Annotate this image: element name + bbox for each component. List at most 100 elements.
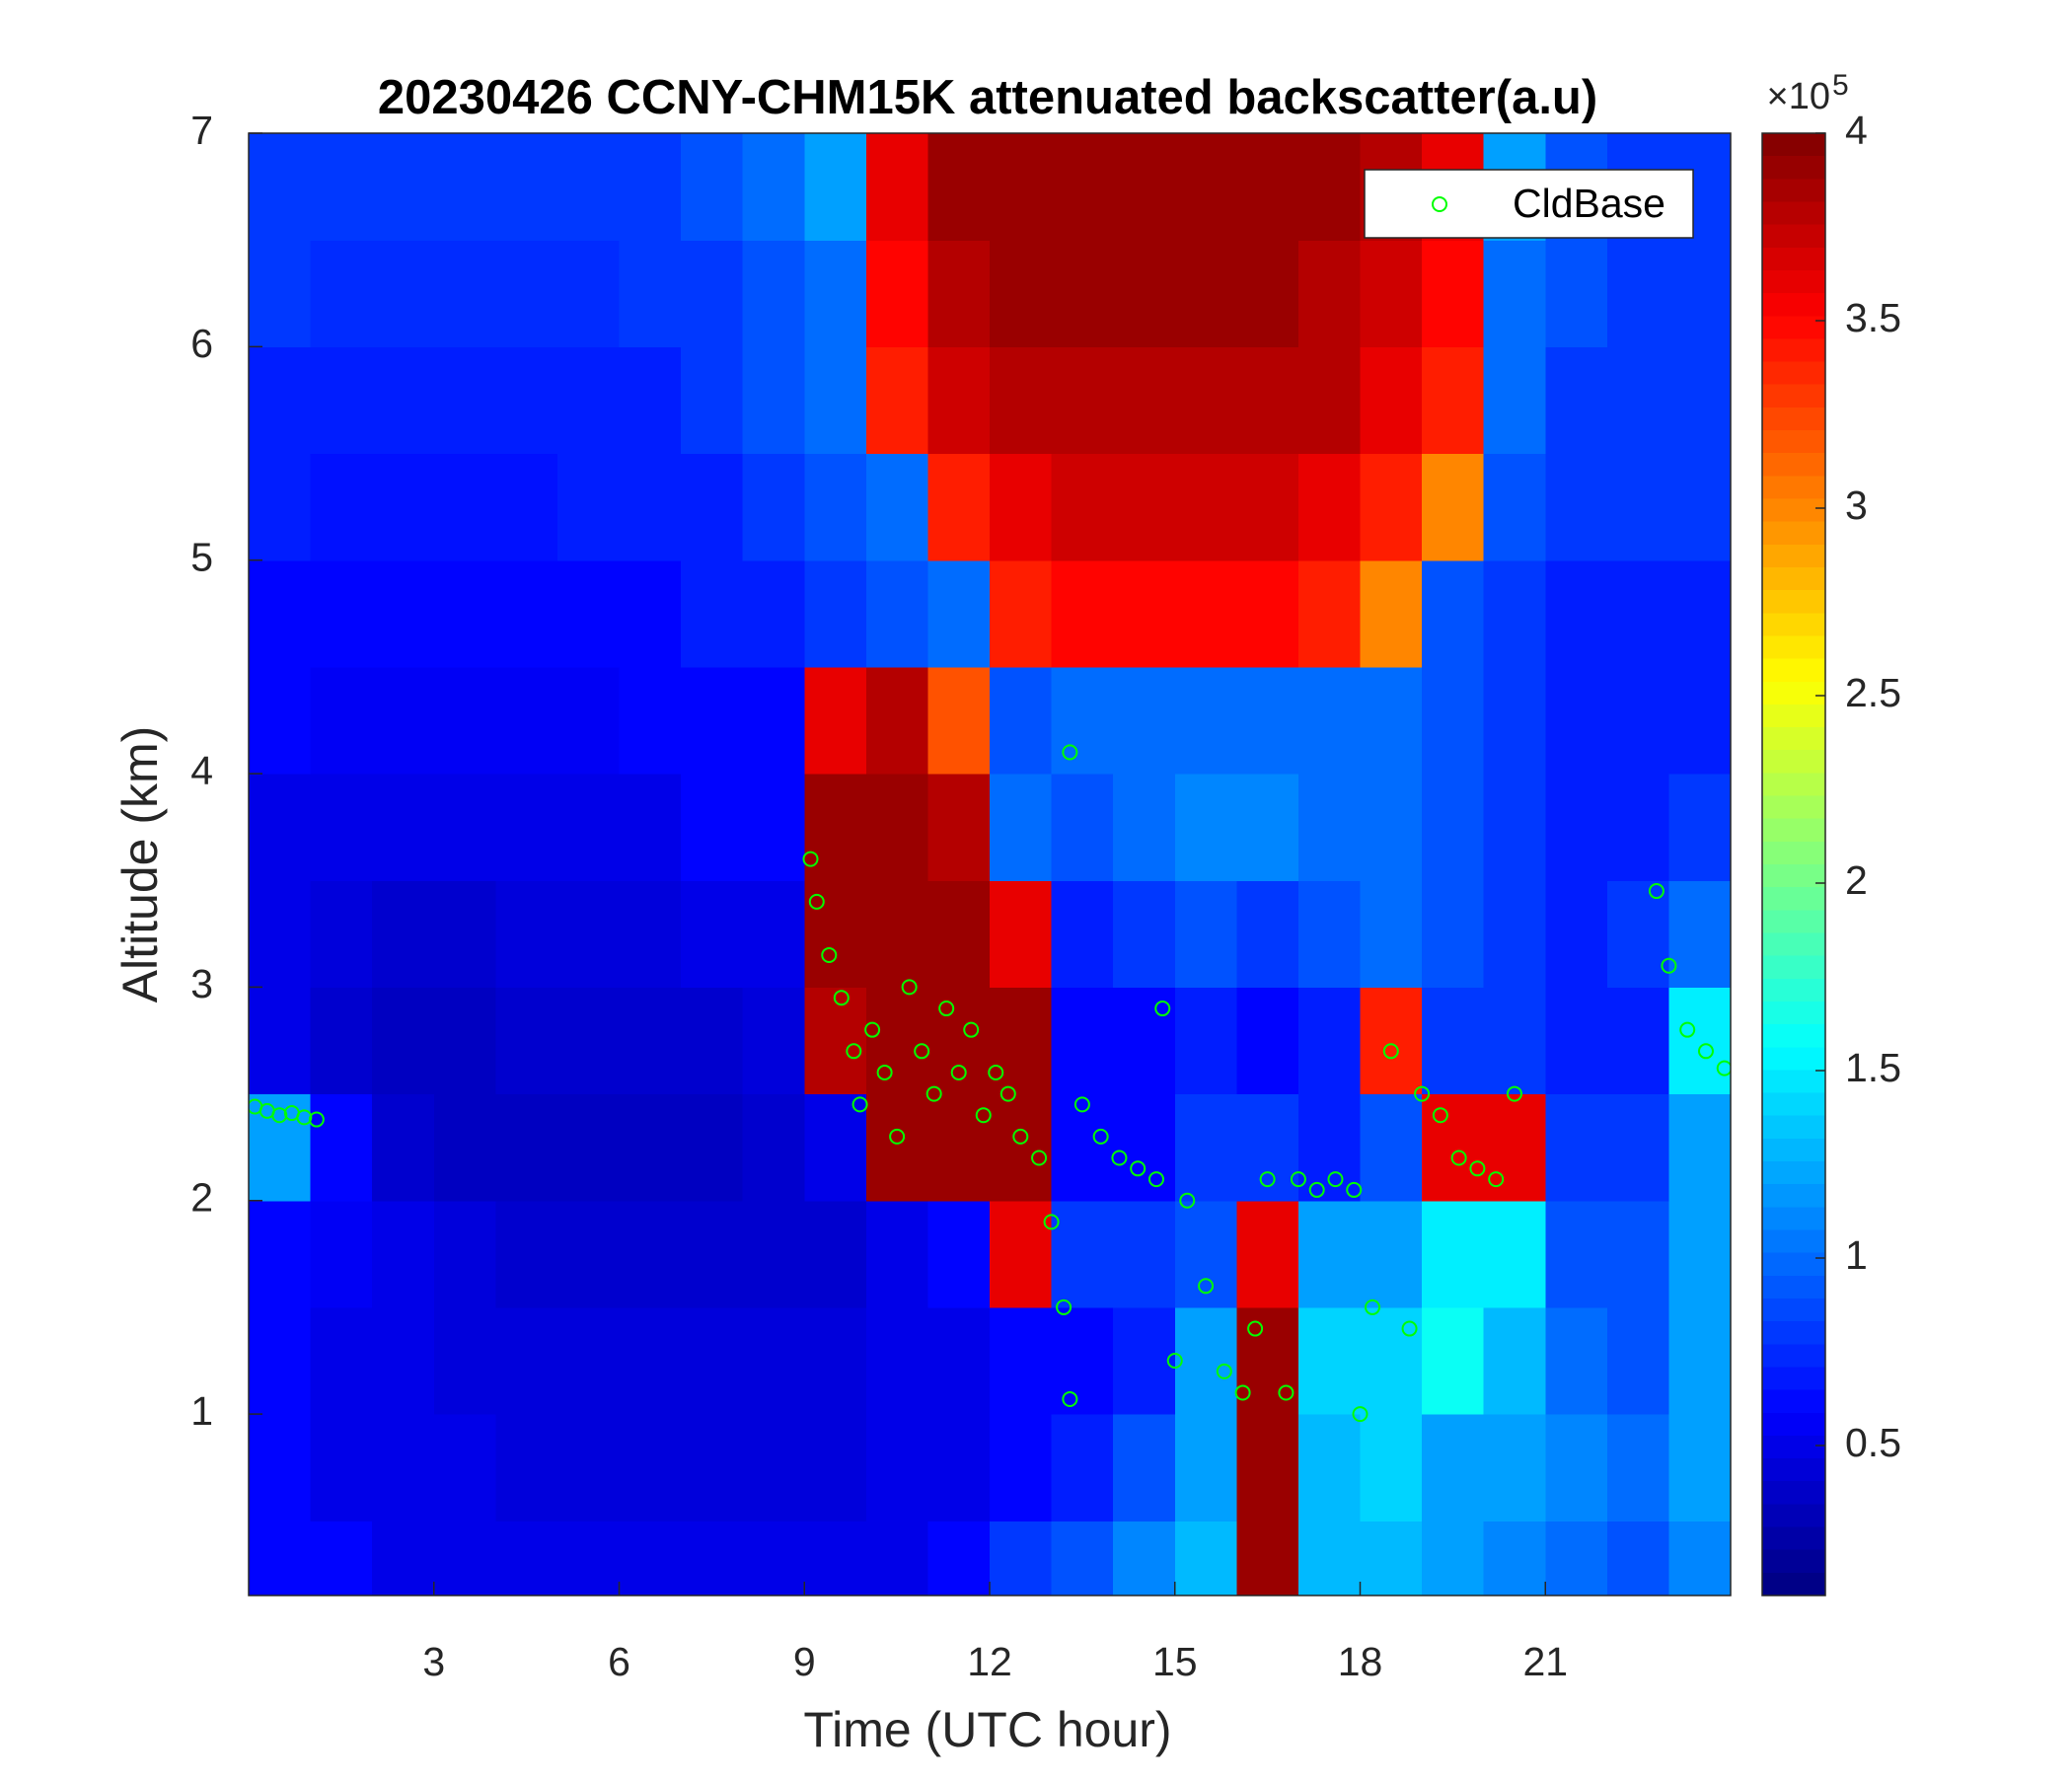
heatmap-cell [433,240,496,347]
legend-label: CldBase [1513,181,1665,226]
heatmap-cell [372,240,435,347]
heatmap-cell [1174,774,1237,881]
heatmap-cell [1483,774,1546,881]
heatmap-cell [927,1414,991,1521]
heatmap-cell [1113,1093,1176,1202]
heatmap-cell [433,133,496,241]
heatmap-cell [495,453,558,561]
cloud-base-point [1259,1171,1276,1188]
cloud-base-point [1234,1384,1251,1401]
colorbar-tick-label: 4 [1845,108,1868,153]
heatmap-cell [681,133,744,241]
heatmap-cell [1606,559,1670,668]
cloud-base-point [1147,1171,1164,1188]
heatmap-cell [372,666,435,775]
heatmap-cell [742,133,805,241]
heatmap-cell [1483,240,1546,347]
heatmap-cell [1297,1521,1362,1595]
heatmap-cell [1422,346,1485,455]
heatmap-cell [495,880,558,989]
heatmap-cell [372,346,435,455]
cloud-base-point [1661,957,1677,974]
heatmap-cell [556,1200,621,1308]
heatmap-cell [1297,774,1362,881]
heatmap-cell [804,346,867,455]
heatmap-cell [1606,346,1670,455]
y-tick-label: 2 [190,1175,213,1221]
heatmap-cell [310,1093,373,1202]
heatmap-cell [310,1200,373,1308]
heatmap-cell [681,987,744,1095]
heatmap-cell [310,1306,373,1415]
y-axis-label: Altitude (km) [112,726,168,1003]
heatmap-cell [865,666,929,775]
cloud-base-point [901,979,918,996]
cloud-base-point [1031,1150,1048,1166]
heatmap-cell [1236,1200,1299,1308]
heatmap-cell [1483,1414,1546,1521]
heatmap-cell [619,774,682,881]
x-tick-label: 6 [608,1639,630,1684]
heatmap-cell [619,666,682,775]
heatmap-cell [1297,559,1362,668]
heatmap-cell [619,1093,682,1202]
heatmap-cell [804,453,867,561]
y-tick-label: 7 [190,108,213,153]
x-tick-label: 15 [1152,1639,1198,1684]
heatmap-cell [681,559,744,668]
cloud-base-point [1365,1299,1381,1315]
heatmap-cell [1297,1093,1362,1202]
heatmap-cell [556,346,621,455]
heatmap-cell [865,880,929,989]
heatmap-cell [619,133,682,241]
heatmap-cell [1113,133,1176,241]
heatmap-cell [1483,987,1546,1095]
cloud-base-point [999,1085,1016,1102]
heatmap-cell [1668,1414,1731,1521]
heatmap-cell [1236,880,1299,989]
cloud-base-point [821,946,838,963]
cloud-base-point [1154,1001,1171,1017]
heatmap-cell [619,453,682,561]
heatmap-cell [865,1306,929,1415]
heatmap-cell [619,1521,682,1595]
heatmap-cell [1606,666,1670,775]
cloud-base-point [1679,1021,1696,1038]
heatmap-cell [1668,559,1731,668]
heatmap-cell [372,559,435,668]
heatmap-cell [1483,1200,1546,1308]
heatmap-cell [1360,774,1423,881]
heatmap-cell [1297,987,1362,1095]
heatmap-cell [681,774,744,881]
x-tick-label: 3 [422,1639,445,1684]
heatmap-cell [804,666,867,775]
heatmap-cell [1297,346,1362,455]
heatmap-cell [681,1093,744,1202]
heatmap-cell [1545,1521,1608,1595]
heatmap-cell [433,346,496,455]
colorbar-tick-label: 3 [1845,482,1868,528]
heatmap-cell [1360,1093,1423,1202]
heatmap-cell [1668,1093,1731,1202]
heatmap-cell [1113,346,1176,455]
cloud-base-point [1056,1299,1073,1315]
heatmap-cell [681,1521,744,1595]
heatmap-cell [1422,774,1485,881]
heatmap-cell [495,1521,558,1595]
heatmap-cell [742,1521,805,1595]
x-tick-label: 9 [793,1639,816,1684]
colorbar-multiplier: ×10 [1767,76,1830,117]
heatmap-cell [1668,774,1731,881]
heatmap-cell [681,453,744,561]
heatmap-cell [1051,1414,1114,1521]
heatmap-cell [1483,453,1546,561]
heatmap-cell [619,880,682,989]
heatmap-cell [742,1093,805,1202]
heatmap-cell [1297,453,1362,561]
colorbar-tick-label: 1.5 [1845,1045,1901,1090]
heatmap-cell [1545,346,1608,455]
colorbar-exponent: 5 [1832,69,1849,102]
heatmap-cell [556,559,621,668]
heatmap-cell [619,346,682,455]
heatmap-cell [310,559,373,668]
